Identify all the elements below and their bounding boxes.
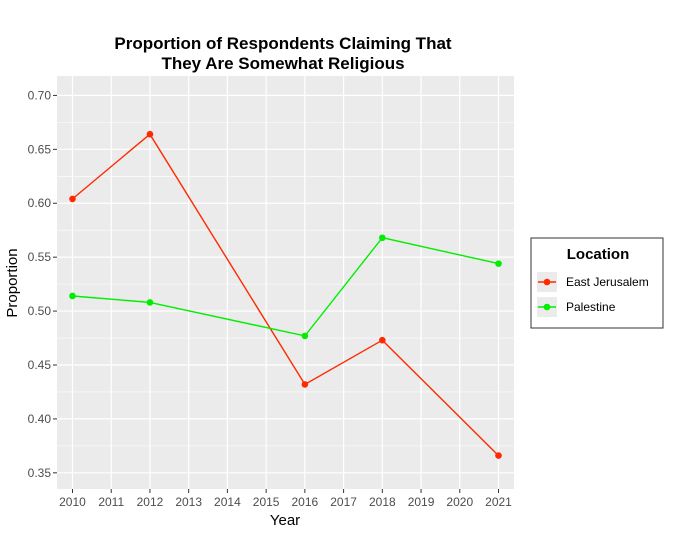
data-point (379, 336, 386, 344)
y-tick-label: 0.35 (28, 466, 52, 480)
data-point (301, 332, 309, 340)
y-tick-label: 0.55 (28, 250, 52, 264)
chart-title-line-1: Proportion of Respondents Claiming That (114, 34, 452, 53)
legend-label: Palestine (566, 300, 616, 314)
x-tick-label: 2018 (369, 495, 396, 509)
x-tick-label: 2011 (98, 495, 124, 509)
legend-label: East Jerusalem (566, 275, 649, 289)
y-axis-title: Proportion (4, 248, 21, 317)
data-point (146, 299, 154, 306)
x-tick-label: 2021 (485, 495, 512, 509)
data-point (146, 130, 154, 138)
legend-key-point (543, 303, 551, 311)
data-point (495, 452, 502, 459)
x-tick-label: 2014 (214, 495, 241, 509)
chart-title-line-2: They Are Somewhat Religious (161, 54, 404, 73)
legend-key-point (543, 278, 551, 286)
data-point (495, 260, 502, 267)
data-point (301, 381, 309, 388)
y-tick-label: 0.70 (28, 88, 52, 102)
x-tick-label: 2016 (292, 495, 319, 509)
data-point (69, 292, 76, 300)
y-axis: 0.35 0.40 0.45 0.50 0.55 0.60 0.65 0.70 (28, 88, 57, 480)
series-points (69, 130, 502, 459)
x-tick-label: 2013 (175, 495, 202, 509)
y-tick-label: 0.40 (28, 412, 52, 426)
x-tick-label: 2020 (446, 495, 473, 509)
y-tick-label: 0.45 (28, 358, 52, 372)
legend-items: East Jerusalem Palestine (537, 272, 649, 317)
x-tick-label: 2019 (408, 495, 435, 509)
data-point (379, 234, 386, 242)
x-tick-label: 2012 (137, 495, 164, 509)
legend-title: Location (567, 246, 630, 263)
x-tick-label: 2010 (59, 495, 86, 509)
plot-panel (57, 76, 514, 489)
y-tick-label: 0.65 (28, 142, 52, 156)
x-axis-title: Year (270, 512, 300, 529)
x-axis: 2010 2011 2012 2013 2014 2015 2016 2017 2018 2019… (59, 489, 512, 509)
minor-grid (57, 122, 514, 447)
x-tick-label: 2017 (330, 495, 357, 509)
legend: Location East Jerusalem Palestine (530, 237, 664, 329)
y-tick-label: 0.50 (28, 304, 52, 318)
data-point (69, 195, 76, 203)
y-tick-label: 0.60 (28, 196, 52, 210)
x-tick-label: 2015 (253, 495, 280, 509)
major-grid (57, 76, 514, 489)
